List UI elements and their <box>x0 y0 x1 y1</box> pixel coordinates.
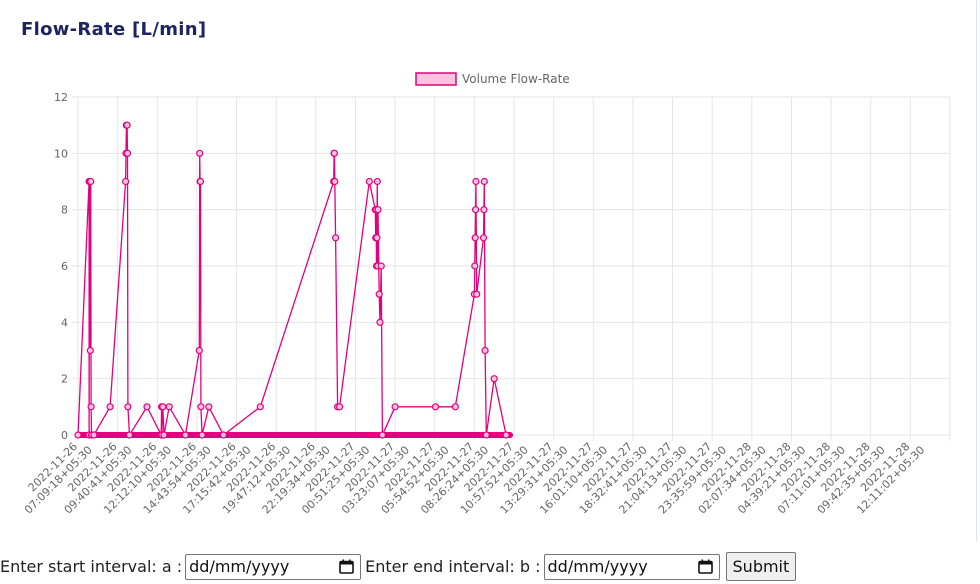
data-point <box>196 177 205 186</box>
data-point <box>482 431 490 439</box>
legend[interactable]: Volume Flow-Rate <box>415 72 570 86</box>
data-point <box>87 177 95 186</box>
data-point <box>481 346 489 355</box>
end-interval-label: Enter end interval: b : <box>365 557 541 576</box>
data-point <box>374 206 382 214</box>
data-point <box>106 403 114 411</box>
data-point <box>472 177 480 186</box>
grid-layer <box>72 96 951 441</box>
data-point <box>181 431 189 439</box>
data-point <box>159 403 167 411</box>
data-point <box>378 431 386 439</box>
data-point <box>391 403 399 411</box>
flow-rate-chart: 0246810122022-11-2607:09:18+05:302022-11… <box>22 72 951 517</box>
data-point <box>205 403 213 411</box>
data-point <box>87 403 95 411</box>
data-point <box>86 346 94 355</box>
data-point <box>376 318 384 326</box>
y-tick-label: 12 <box>54 91 68 104</box>
data-point <box>332 234 340 242</box>
data-point <box>197 403 205 411</box>
series-line <box>77 124 507 438</box>
data-point <box>124 403 132 411</box>
data-point <box>471 234 479 242</box>
data-point <box>377 262 385 270</box>
data-point <box>336 403 344 411</box>
data-point <box>373 177 381 186</box>
data-point <box>479 234 488 242</box>
data-point <box>502 431 510 439</box>
calendar-icon[interactable] <box>339 559 354 574</box>
y-tick-label: 0 <box>61 429 68 442</box>
data-point <box>123 121 131 129</box>
data-point <box>373 234 381 242</box>
data-point <box>196 149 204 157</box>
start-interval-label: Enter start interval: a : <box>0 557 183 576</box>
start-date-placeholder: dd/mm/yyyy <box>189 557 290 576</box>
data-point <box>143 403 151 411</box>
end-date-placeholder: dd/mm/yyyy <box>547 557 648 576</box>
submit-button[interactable]: Submit <box>725 552 797 581</box>
data-point <box>195 346 203 355</box>
y-tick-label: 4 <box>61 316 68 329</box>
data-point <box>473 290 481 298</box>
data-point <box>198 431 206 439</box>
data-point <box>480 206 488 214</box>
data-point <box>74 431 82 439</box>
data-point <box>165 403 173 411</box>
data-point <box>375 290 383 298</box>
y-tick-label: 10 <box>54 147 68 160</box>
y-tick-label: 6 <box>61 260 68 273</box>
start-date-input[interactable]: dd/mm/yyyy <box>185 553 362 580</box>
data-point <box>431 403 440 411</box>
interval-form: Enter start interval: a : dd/mm/yyyy Ent… <box>0 551 797 582</box>
data-point <box>219 431 228 439</box>
data-point <box>472 206 480 214</box>
legend-swatch <box>415 72 457 86</box>
y-tick-label: 2 <box>61 373 68 386</box>
page-title: Flow-Rate [L/min] <box>21 19 207 40</box>
data-point <box>90 431 98 439</box>
data-point <box>256 403 264 411</box>
calendar-icon[interactable] <box>697 559 713 574</box>
data-point <box>123 149 132 157</box>
data-point <box>121 177 130 186</box>
axis-layer: 0246810122022-11-2607:09:18+05:302022-11… <box>22 91 927 517</box>
series-layer <box>74 121 514 439</box>
y-tick-label: 8 <box>61 204 68 217</box>
data-point <box>451 403 459 411</box>
data-point <box>160 431 168 439</box>
data-point <box>330 149 338 157</box>
data-point <box>490 375 498 383</box>
end-date-input[interactable]: dd/mm/yyyy <box>543 553 720 580</box>
data-point <box>471 262 479 270</box>
legend-label: Volume Flow-Rate <box>462 72 570 86</box>
data-point <box>480 177 488 186</box>
data-point <box>365 177 373 186</box>
chart-card <box>976 0 977 541</box>
data-point <box>125 431 134 439</box>
data-point <box>331 177 339 186</box>
